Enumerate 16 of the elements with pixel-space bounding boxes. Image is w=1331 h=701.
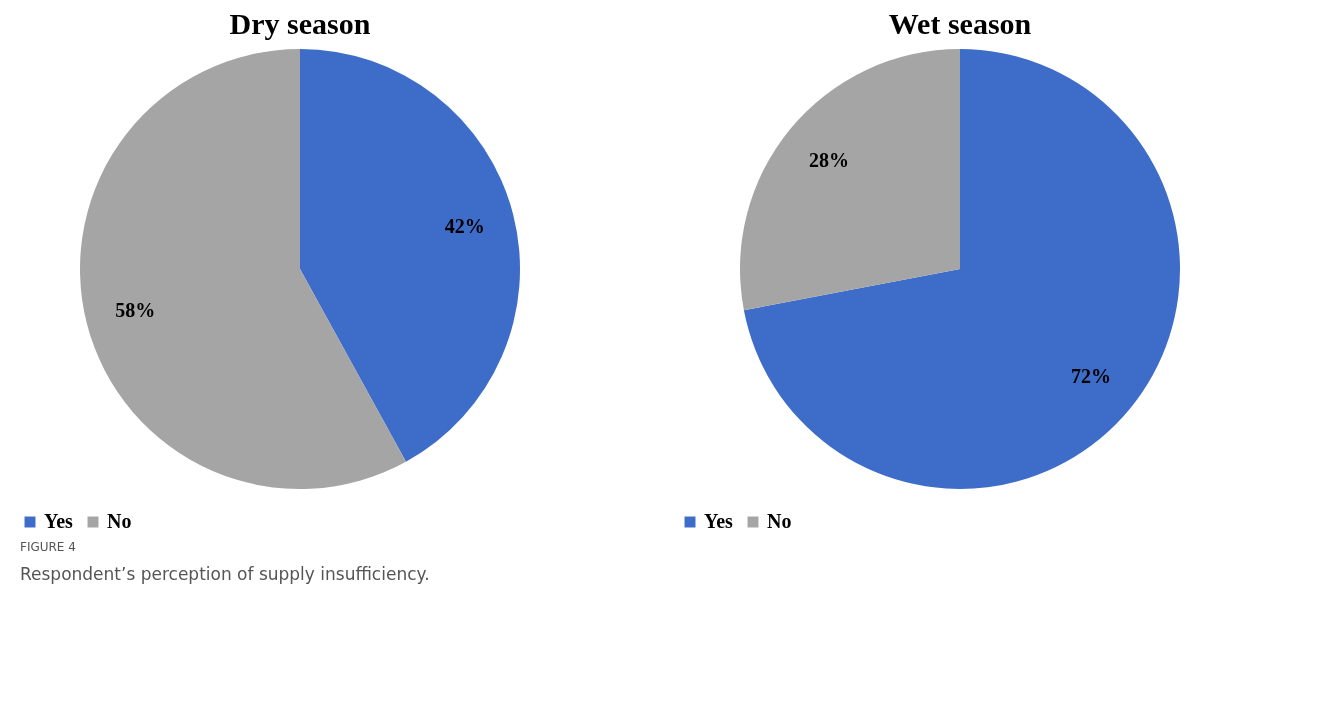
data-label: 58% [115,299,156,322]
data-label: 42% [444,214,485,237]
legend-label: No [107,510,132,532]
legend-label: No [767,510,792,532]
legend-label: Yes [704,510,734,532]
data-label: 28% [809,148,850,171]
text: Respondent’s perception of supply insufficiency. [20,564,430,584]
chart-title: Dry season [229,7,371,40]
data-label: 72% [1070,365,1111,388]
pie-slice [300,49,520,462]
chart-title: Wet season [888,7,1032,40]
pie-slice [80,49,406,489]
caption: FIGURE 4 [20,540,76,554]
pie-slice [743,49,1180,489]
legend-label: Yes [44,510,74,532]
pie-slice [740,49,960,311]
